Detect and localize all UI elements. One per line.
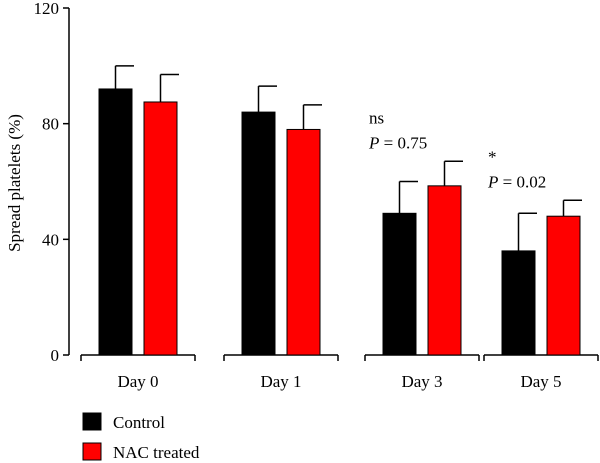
bar-control (241, 111, 276, 356)
y-tick-label: 120 (34, 0, 60, 18)
significance-label: * (488, 147, 497, 166)
y-axis-label: Spread platelets (%) (5, 114, 24, 252)
x-tick-label: Day 5 (520, 372, 561, 391)
p-value-label: P = 0.75 (368, 133, 427, 152)
significance-label: ns (369, 108, 384, 127)
plot-area: 0 40 80 120 Day 0 Day 1 Day 3 Day 5 ns P = 0.75 * P… (34, 0, 599, 391)
x-tick-label: Day 1 (260, 372, 301, 391)
y-tick-label: 80 (42, 115, 59, 134)
y-tick-label: 40 (42, 230, 59, 249)
bar-control (501, 250, 536, 356)
legend-label-nac-treated: NAC treated (113, 443, 200, 462)
x-tick-label: Day 3 (401, 372, 442, 391)
bar-control (98, 88, 133, 356)
y-tick-label: 0 (51, 346, 60, 365)
bar-control (382, 212, 417, 356)
legend-label-control: Control (113, 413, 165, 432)
x-tick-label: Day 0 (117, 372, 158, 391)
legend-swatch-control (82, 412, 102, 431)
bar-nac-treated (546, 215, 581, 356)
bar-nac-treated (143, 101, 178, 356)
legend: Control NAC treated (82, 412, 200, 462)
legend-swatch-nac-treated (82, 442, 102, 461)
bar-nac-treated (427, 185, 462, 356)
p-value-label: P = 0.02 (487, 172, 546, 191)
bar-nac-treated (286, 128, 321, 356)
